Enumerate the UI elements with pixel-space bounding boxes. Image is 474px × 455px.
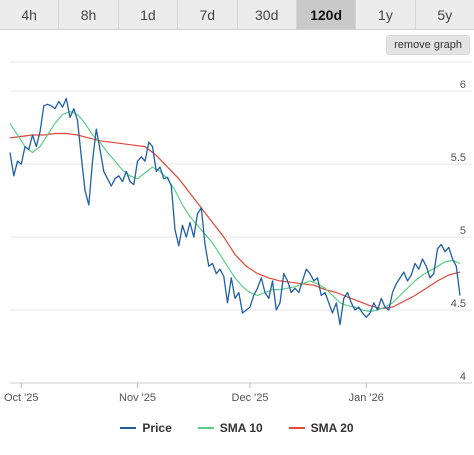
- series-line-price: [9, 97, 461, 326]
- tab-120d[interactable]: 120d: [296, 0, 357, 29]
- tab-5y[interactable]: 5y: [415, 0, 474, 29]
- tab-1y[interactable]: 1y: [356, 0, 416, 29]
- series-line-sma10: [9, 110, 461, 313]
- timeframe-tabs: 4h 8h 1d 7d 30d 120d 1y 5y: [0, 0, 474, 30]
- legend-label-sma20: SMA 20: [310, 421, 354, 435]
- tab-4h[interactable]: 4h: [0, 0, 60, 29]
- legend-label-price: Price: [142, 421, 172, 435]
- legend-swatch-sma10: [197, 427, 214, 429]
- y-tick-label-4: 4: [460, 371, 466, 383]
- series-line-sma20: [9, 132, 461, 310]
- tab-7d[interactable]: 7d: [178, 0, 238, 29]
- y-tick-label-5.5: 5.5: [451, 152, 466, 164]
- y-tick-label-6: 6: [460, 79, 466, 91]
- x-tick-label-0: Oct '25: [4, 392, 39, 404]
- x-tick-label-1: Nov '25: [119, 392, 156, 404]
- y-tick-label-4.5: 4.5: [451, 298, 466, 310]
- legend-swatch-price: [120, 427, 137, 429]
- legend-item-price[interactable]: Price: [120, 421, 172, 435]
- tab-30d[interactable]: 30d: [237, 0, 297, 29]
- legend-label-sma10: SMA 10: [219, 421, 263, 435]
- chart-legend: Price SMA 10 SMA 20: [0, 418, 474, 438]
- tab-1d[interactable]: 1d: [118, 0, 179, 29]
- x-tick-label-2: Dec '25: [232, 392, 269, 404]
- tab-8h[interactable]: 8h: [59, 0, 119, 29]
- legend-item-sma10[interactable]: SMA 10: [197, 421, 263, 435]
- y-tick-label-5: 5: [460, 225, 466, 237]
- legend-swatch-sma20: [288, 427, 305, 429]
- x-tick-label-3: Jan '26: [349, 392, 384, 404]
- legend-item-sma20[interactable]: SMA 20: [288, 421, 354, 435]
- remove-graph-button[interactable]: remove graph: [386, 35, 470, 55]
- price-chart: 4 4.5 5 5.5 6 Oct '25 Nov '25 Dec '25 Jan '26: [4, 61, 472, 404]
